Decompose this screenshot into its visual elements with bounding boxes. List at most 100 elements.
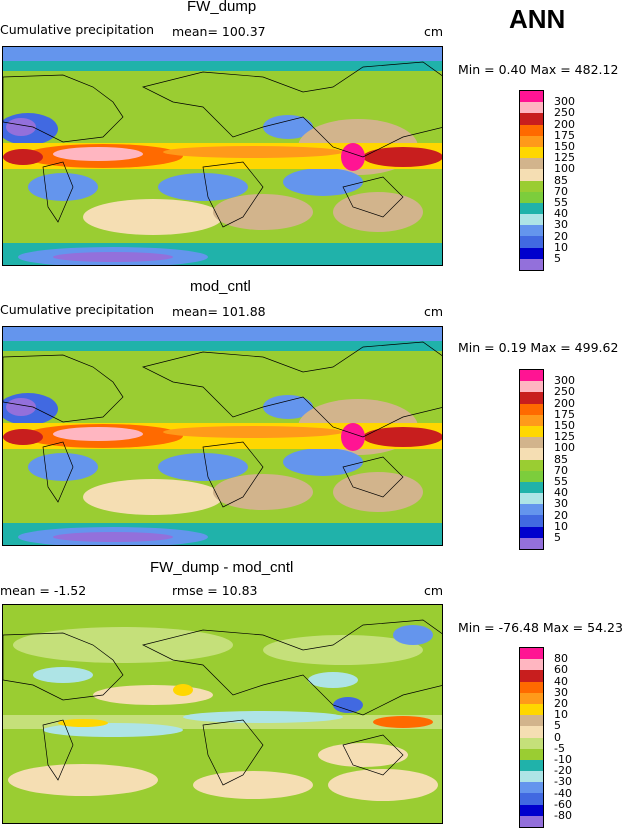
colorbar-swatch [520, 425, 543, 438]
colorbar-swatch [520, 759, 543, 772]
coastline [3, 341, 442, 508]
colorbar-swatch [520, 459, 543, 471]
colorbar-swatch [520, 815, 543, 827]
colorbar-swatch [520, 526, 543, 538]
colorbar-level-label: 10 [554, 240, 568, 254]
panel1-colorbar [519, 90, 544, 271]
colorbar-level-label: 100 [554, 441, 575, 455]
colorbar-swatch [520, 191, 543, 203]
colorbar-level-label: 175 [554, 128, 575, 142]
colorbar-level-label: 60 [554, 663, 568, 677]
panel3-map [2, 604, 443, 824]
colorbar-swatch [520, 392, 543, 404]
colorbar-level-label: 20 [554, 697, 568, 710]
colorbar-level-label: 0 [554, 730, 561, 744]
colorbar-level-label: 10 [554, 519, 568, 533]
colorbar-level-label: 250 [554, 106, 575, 120]
colorbar-level-label: -30 [554, 775, 572, 789]
panel1-map [2, 46, 443, 266]
colorbar-swatch [520, 681, 543, 693]
colorbar-level-label: 125 [554, 151, 575, 165]
colorbar-swatch [520, 648, 543, 660]
panel2-subtitle: Cumulative precipitation [0, 302, 155, 317]
season-label: ANN [509, 4, 566, 34]
colorbar-level-label: -20 [554, 764, 572, 778]
colorbar-level-label: 30 [554, 685, 568, 699]
panel3-rmse: rmse = 10.83 [172, 583, 258, 598]
colorbar-level-label: 100 [554, 162, 575, 176]
colorbar-level-label: 300 [554, 95, 575, 109]
colorbar-level-label: -80 [554, 809, 572, 822]
panel1-title: FW_dump [187, 0, 257, 15]
panel3-colorbar [519, 647, 544, 828]
colorbar-swatch [520, 202, 543, 215]
colorbar-level-label: 30 [554, 497, 568, 511]
colorbar-swatch [520, 537, 543, 549]
panel2-units: cm [424, 304, 444, 319]
colorbar-swatch [520, 403, 543, 415]
panel1-units: cm [424, 24, 444, 39]
colorbar-level-label: 150 [554, 140, 575, 153]
colorbar-swatch [520, 470, 543, 482]
colorbar-swatch [520, 169, 543, 181]
colorbar-level-label: 175 [554, 407, 575, 421]
colorbar-level-label: 300 [554, 374, 575, 388]
colorbar-swatch [520, 180, 543, 192]
panel1-subtitle: Cumulative precipitation [0, 22, 155, 37]
colorbar-swatch [520, 481, 543, 494]
panel3-title: FW_dump - mod_cntl [150, 559, 294, 576]
colorbar-swatch [520, 258, 543, 270]
panel3-mean: mean = -1.52 [0, 583, 87, 598]
colorbar-swatch [520, 146, 543, 159]
colorbar-swatch [520, 771, 543, 783]
colorbar-level-label: 55 [554, 196, 568, 209]
colorbar-level-label: 5 [554, 531, 561, 544]
panel2-minmax: Min = 0.19 Max = 499.62 [458, 340, 619, 355]
colorbar-level-label: 55 [554, 475, 568, 488]
colorbar-swatch [520, 236, 543, 248]
panel1-mean: mean= 100.37 [172, 24, 266, 39]
colorbar-swatch [520, 692, 543, 704]
colorbar-level-label: -60 [554, 797, 572, 811]
colorbar-swatch [520, 659, 543, 671]
colorbar-level-label: 85 [554, 452, 568, 466]
colorbar-swatch [520, 448, 543, 460]
colorbar-swatch [520, 124, 543, 136]
colorbar-level-label: 40 [554, 486, 568, 500]
colorbar-level-label: 40 [554, 207, 568, 221]
colorbar-swatch [520, 214, 543, 226]
panel2-title: mod_cntl [190, 278, 251, 295]
colorbar-level-label: 40 [554, 674, 568, 688]
colorbar-level-label: 20 [554, 508, 568, 522]
colorbar-swatch [520, 715, 543, 727]
colorbar-level-label: -40 [554, 786, 572, 800]
colorbar-level-label: -10 [554, 753, 572, 766]
colorbar-swatch [520, 113, 543, 125]
colorbar-swatch [520, 515, 543, 527]
colorbar-swatch [520, 793, 543, 805]
colorbar-swatch [520, 670, 543, 682]
colorbar-swatch [520, 102, 543, 114]
colorbar-swatch [520, 804, 543, 816]
colorbar-swatch [520, 737, 543, 749]
colorbar-level-label: 200 [554, 117, 575, 131]
colorbar-level-label: 200 [554, 396, 575, 410]
colorbar-swatch [520, 493, 543, 505]
colorbar-swatch [520, 135, 543, 147]
colorbar-level-label: 150 [554, 419, 575, 432]
panel1-minmax: Min = 0.40 Max = 482.12 [458, 62, 619, 77]
coastline [3, 61, 442, 228]
colorbar-swatch [520, 748, 543, 760]
colorbar-swatch [520, 504, 543, 516]
colorbar-swatch [520, 726, 543, 738]
colorbar-level-label: 85 [554, 173, 568, 187]
colorbar-level-label: 80 [554, 652, 568, 666]
colorbar-level-label: 70 [554, 184, 568, 198]
colorbar-level-label: 10 [554, 708, 568, 722]
colorbar-level-label: 125 [554, 430, 575, 444]
colorbar-swatch [520, 414, 543, 426]
colorbar-swatch [520, 782, 543, 794]
colorbar-level-label: 70 [554, 463, 568, 477]
panel2-mean: mean= 101.88 [172, 304, 266, 319]
colorbar-level-label: 20 [554, 229, 568, 243]
